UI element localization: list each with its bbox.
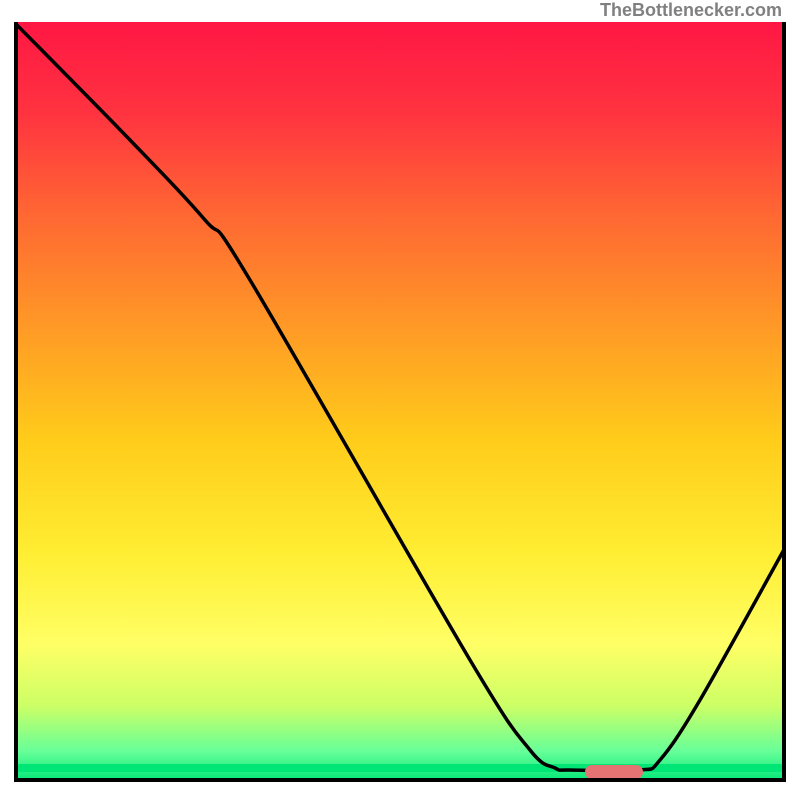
bottleneck-chart: TheBottlenecker.com xyxy=(0,0,800,800)
green-baseline xyxy=(14,764,786,772)
watermark-text: TheBottlenecker.com xyxy=(600,0,782,21)
gradient-rect xyxy=(14,22,786,782)
marker-pill xyxy=(585,765,643,779)
plot-area xyxy=(14,22,786,782)
chart-svg xyxy=(14,22,786,782)
